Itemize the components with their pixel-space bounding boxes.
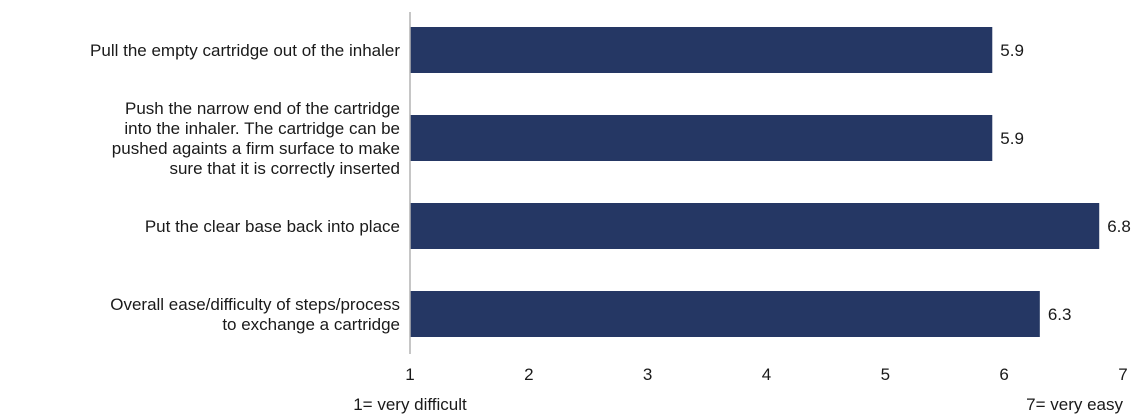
x-tick-label-1: 1 bbox=[405, 365, 414, 384]
value-label-3: 6.8 bbox=[1107, 217, 1131, 236]
scale-high-label: 7= very easy bbox=[1026, 395, 1123, 414]
x-tick-label-4: 4 bbox=[762, 365, 771, 384]
bar-3 bbox=[410, 203, 1100, 249]
bar-1 bbox=[410, 27, 993, 73]
value-label-2: 5.9 bbox=[1000, 129, 1024, 148]
category-label-line: Overall ease/difficulty of steps/process bbox=[110, 295, 400, 314]
value-label-1: 5.9 bbox=[1000, 41, 1024, 60]
category-label-line: to exchange a cartridge bbox=[222, 315, 400, 334]
x-tick-label-6: 6 bbox=[999, 365, 1008, 384]
bars-group bbox=[410, 27, 1100, 337]
scale-low-label: 1= very difficult bbox=[353, 395, 467, 414]
category-label-line: Pull the empty cartridge out of the inha… bbox=[90, 41, 400, 60]
category-label-3: Put the clear base back into place bbox=[145, 217, 400, 236]
category-label-line: Push the narrow end of the cartridge bbox=[125, 99, 400, 118]
x-tick-label-3: 3 bbox=[643, 365, 652, 384]
category-label-line: Put the clear base back into place bbox=[145, 217, 400, 236]
category-label-2: Push the narrow end of the cartridge into… bbox=[112, 99, 400, 178]
bar-2 bbox=[410, 115, 993, 161]
value-label-4: 6.3 bbox=[1048, 305, 1072, 324]
x-tick-label-2: 2 bbox=[524, 365, 533, 384]
category-label-line: pushed againts a firm surface to make bbox=[112, 139, 400, 158]
x-axis-tick-labels: 1 2 3 4 5 6 7 bbox=[405, 365, 1127, 384]
x-tick-label-7: 7 bbox=[1118, 365, 1127, 384]
category-label-line: sure that it is correctly inserted bbox=[169, 159, 400, 178]
category-labels: Pull the empty cartridge out of the inha… bbox=[90, 41, 400, 334]
x-tick-label-5: 5 bbox=[881, 365, 890, 384]
category-label-line: into the inhaler. The cartridge can be bbox=[124, 119, 400, 138]
category-label-1: Pull the empty cartridge out of the inha… bbox=[90, 41, 400, 60]
category-label-4: Overall ease/difficulty of steps/process… bbox=[110, 295, 400, 334]
value-labels: 5.9 5.9 6.8 6.3 bbox=[1000, 41, 1131, 324]
bar-4 bbox=[410, 291, 1040, 337]
